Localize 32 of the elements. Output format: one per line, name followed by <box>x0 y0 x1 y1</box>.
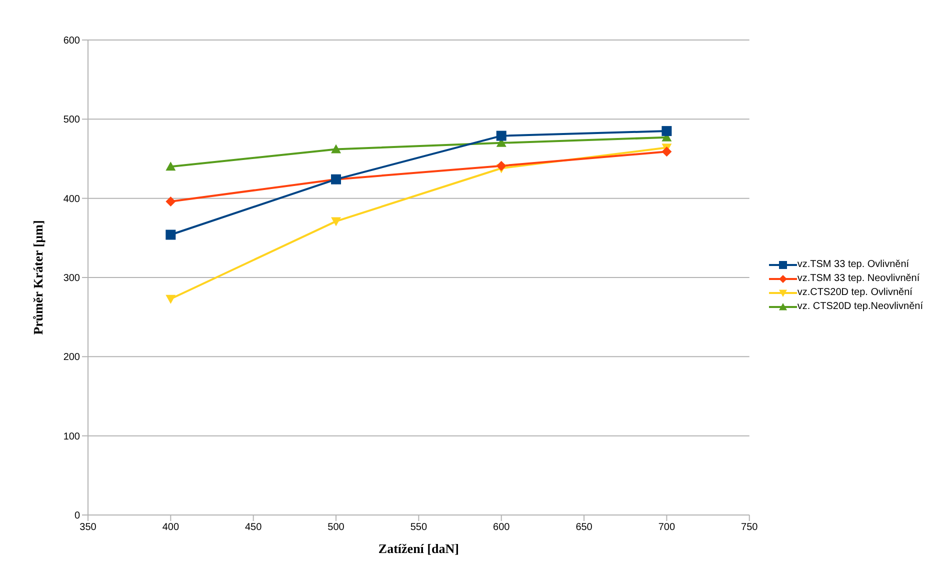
y-tick-label: 200 <box>63 352 80 364</box>
legend-label: vz.TSM 33 tep. Neovlivnění <box>797 273 920 284</box>
point <box>331 144 342 154</box>
legend-label: vz.TSM 33 tep. Ovlivnění <box>797 259 910 270</box>
x-tick-label: 500 <box>328 522 345 534</box>
x-tick-label: 400 <box>162 522 180 534</box>
legend-label: vz. CTS20D tep.Neovlivnění <box>797 301 923 312</box>
point <box>662 126 672 136</box>
x-tick-label: 600 <box>493 522 510 534</box>
y-tick-label: 0 <box>74 510 80 522</box>
x-tick-label: 450 <box>245 522 262 534</box>
y-tick-label: 100 <box>63 431 80 442</box>
x-tick-label: 650 <box>576 522 593 534</box>
x-axis-title: Zatížení [daN] <box>378 541 459 556</box>
y-tick-label: 500 <box>63 114 80 126</box>
y-tick-label: 300 <box>63 273 80 284</box>
x-tick-label: 350 <box>80 522 97 534</box>
legend-label: vz.CTS20D tep. Ovlivnění <box>797 287 912 298</box>
point <box>166 230 176 240</box>
x-tick-label: 550 <box>410 522 428 534</box>
point <box>331 217 342 226</box>
y-axis-title: Průměr Kráter [µm] <box>30 220 46 335</box>
y-tick-label: 600 <box>63 36 80 47</box>
point <box>496 160 506 171</box>
point <box>166 294 176 304</box>
x-tick-label: 750 <box>741 522 758 534</box>
point <box>166 162 176 171</box>
x-tick-label: 700 <box>658 522 676 534</box>
y-tick-label: 400 <box>63 194 80 205</box>
point <box>662 146 672 157</box>
point <box>166 196 176 206</box>
point <box>496 130 506 141</box>
